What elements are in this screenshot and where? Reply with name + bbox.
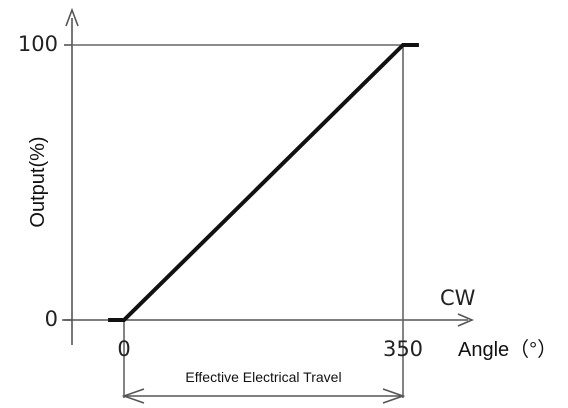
- y-axis-title: Output(%): [27, 136, 49, 227]
- output-series-line: [108, 43, 419, 322]
- y-axis-arrowhead: [65, 7, 79, 27]
- direction-label-cw: CW: [440, 286, 476, 310]
- x-tick-label-0: 0: [117, 337, 130, 361]
- y-tick-label-100: 100: [18, 32, 58, 56]
- tick-marks: [64, 44, 72, 321]
- axes: [62, 7, 475, 345]
- guide-lines: [72, 44, 419, 398]
- travel-right-arrowhead: [382, 388, 406, 404]
- travel-left-arrowhead: [121, 388, 145, 404]
- y-tick-label-0: 0: [45, 307, 58, 331]
- x-axis-arrowhead: [457, 313, 475, 327]
- x-axis-title: Angle（°）: [458, 338, 557, 361]
- x-tick-label-350: 350: [383, 337, 423, 361]
- effective-travel-label: Effective Electrical Travel: [185, 369, 341, 385]
- effective-travel-annotation: Effective Electrical Travel: [121, 369, 406, 404]
- tick-labels: 0 100 0 350: [18, 32, 423, 361]
